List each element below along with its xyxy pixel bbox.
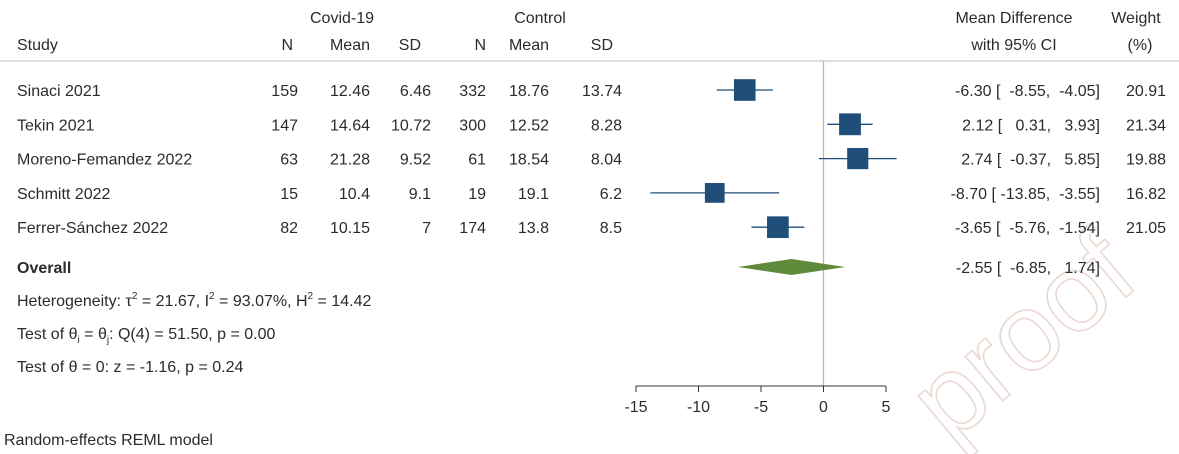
study-name: Schmitt 2022 [17, 186, 110, 203]
n1-value: 15 [280, 186, 298, 203]
svg-text:proof: proof [886, 208, 1157, 454]
study-col-header: Study [17, 37, 58, 54]
heterogeneity-text: Heterogeneity: τ2 = 21.67, I2 = 93.07%, … [17, 291, 371, 310]
mean1-col-header: Mean [330, 37, 370, 54]
n1-value: 159 [271, 83, 298, 100]
weight-value: 21.34 [1126, 117, 1166, 134]
sd2-value: 8.28 [591, 117, 622, 134]
x-tick-label: -10 [687, 399, 710, 416]
weight-header-line2: (%) [1128, 37, 1153, 54]
x-tick-label: -15 [624, 399, 647, 416]
sd2-value: 8.5 [600, 220, 622, 237]
model-note: Random-effects REML model [4, 432, 213, 449]
test-zero-text: Test of θ = 0: z = -1.16, p = 0.24 [17, 359, 243, 376]
n2-value: 174 [459, 220, 486, 237]
ci-text: -8.70 [ -13.85, -3.55] [951, 186, 1100, 203]
mean1-value: 14.64 [330, 117, 370, 134]
effect-box [847, 148, 869, 170]
weight-value: 20.91 [1126, 83, 1166, 100]
group2-header: Control [514, 10, 566, 27]
mean2-col-header: Mean [509, 37, 549, 54]
study-name: Sinaci 2021 [17, 83, 101, 100]
overall-label: Overall [17, 260, 71, 277]
study-name: Moreno-Femandez 2022 [17, 152, 192, 169]
x-axis: -15 -10 -5 0 5 [624, 385, 891, 416]
weight-value: 21.05 [1126, 220, 1166, 237]
study-name: Ferrer-Sánchez 2022 [17, 220, 168, 237]
overall-diamond [737, 259, 846, 275]
ci-text: -3.65 [ -5.76, -1.54] [955, 220, 1100, 237]
sd1-value: 7 [422, 220, 431, 237]
mean2-value: 13.8 [518, 220, 549, 237]
mean1-value: 12.46 [330, 83, 370, 100]
mean2-value: 12.52 [509, 117, 549, 134]
mean2-value: 18.54 [509, 152, 549, 169]
table-header: Covid-19 Control Mean Difference Weight … [0, 10, 1179, 62]
n1-value: 82 [280, 220, 298, 237]
sd2-col-header: SD [591, 37, 613, 54]
n2-value: 61 [468, 152, 486, 169]
n2-col-header: N [474, 37, 486, 54]
sd2-value: 13.74 [582, 83, 622, 100]
study-rows: Sinaci 2021 159 12.46 6.46 332 18.76 13.74 -6.3… [17, 79, 1166, 239]
overall-ci-text: -2.55 [ -6.85, 1.74] [956, 260, 1100, 277]
sd1-value: 6.46 [400, 83, 431, 100]
ci-text: 2.12 [ 0.31, 3.93] [962, 117, 1100, 134]
overall-row: Overall -2.55 [ -6.85, 1.74] [17, 259, 1100, 277]
effect-box [767, 216, 789, 239]
sd2-value: 8.04 [591, 152, 622, 169]
sd1-value: 9.1 [409, 186, 431, 203]
n2-value: 300 [459, 117, 486, 134]
sd1-col-header: SD [399, 37, 421, 54]
sd1-value: 10.72 [391, 117, 431, 134]
study-name: Tekin 2021 [17, 117, 94, 134]
effect-box [733, 79, 756, 101]
n1-col-header: N [281, 37, 293, 54]
n1-value: 63 [280, 152, 298, 169]
n2-value: 19 [468, 186, 486, 203]
x-tick-label: -5 [754, 399, 768, 416]
watermark: proof [886, 207, 1159, 454]
effect-header-line1: Mean Difference [955, 10, 1072, 27]
mean1-value: 10.4 [339, 186, 370, 203]
effect-box [839, 113, 861, 136]
mean2-value: 19.1 [518, 186, 549, 203]
weight-value: 19.88 [1126, 152, 1166, 169]
sd2-value: 6.2 [600, 186, 622, 203]
ci-text: -6.30 [ -8.55, -4.05] [955, 83, 1100, 100]
sd1-value: 9.52 [400, 152, 431, 169]
test-groups-text: Test of θi = θj: Q(4) = 51.50, p = 0.00 [17, 326, 276, 346]
effect-box [704, 183, 725, 203]
weight-header-line1: Weight [1111, 10, 1161, 27]
weight-value: 16.82 [1126, 186, 1166, 203]
n1-value: 147 [271, 117, 298, 134]
mean2-value: 18.76 [509, 83, 549, 100]
mean1-value: 21.28 [330, 152, 370, 169]
effect-header-line2: with 95% CI [970, 37, 1056, 54]
table-row: Ferrer-Sánchez 2022 82 10.15 7 174 13.8 8.5 -3.… [17, 216, 1166, 239]
group1-header: Covid-19 [310, 10, 374, 27]
table-row: Sinaci 2021 159 12.46 6.46 332 18.76 13.74 -6.3… [17, 79, 1166, 101]
ci-text: 2.74 [ -0.37, 5.85] [961, 152, 1100, 169]
table-row: Moreno-Femandez 2022 63 21.28 9.52 61 18.54 8.… [17, 148, 1166, 170]
mean1-value: 10.15 [330, 220, 370, 237]
n2-value: 332 [459, 83, 486, 100]
x-tick-label: 5 [882, 399, 891, 416]
x-tick-label: 0 [819, 399, 828, 416]
table-row: Schmitt 2022 15 10.4 9.1 19 19.1 6.2 -8.70 [ -1… [17, 183, 1166, 203]
table-row: Tekin 2021 147 14.64 10.72 300 12.52 8.28 2.12 … [17, 113, 1166, 136]
